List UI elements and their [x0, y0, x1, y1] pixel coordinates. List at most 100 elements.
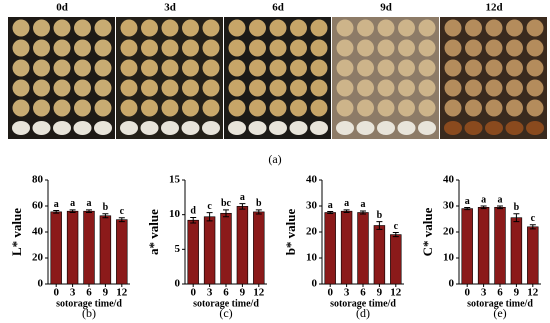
x-axis-title: sotorage time/d — [193, 298, 259, 309]
fruit — [181, 121, 200, 135]
fruit — [444, 39, 462, 57]
bar — [477, 207, 490, 285]
error-bar — [190, 216, 197, 224]
fruit — [33, 99, 50, 117]
error-bar — [360, 210, 366, 215]
x-tick-label: 0 — [464, 287, 470, 299]
fruit — [290, 19, 307, 37]
error-bar — [255, 209, 262, 215]
fruit — [444, 99, 462, 117]
fruit — [485, 121, 503, 135]
fruit — [526, 99, 544, 117]
fruit — [357, 59, 374, 77]
fruit — [12, 121, 30, 135]
y-tick-label: 5 — [175, 243, 181, 255]
y-axis-title: L* value — [9, 208, 24, 256]
fruit — [94, 59, 112, 77]
fruit — [269, 39, 287, 57]
photo-caption: (a) — [268, 152, 281, 166]
y-tick-label: 20 — [306, 226, 318, 238]
fruit — [290, 79, 307, 97]
y-tick-label: 40 — [32, 226, 44, 238]
fruit — [141, 99, 158, 117]
fruit — [74, 39, 91, 57]
error-bar — [392, 232, 399, 238]
fruit — [161, 99, 179, 117]
error-bar — [480, 205, 487, 210]
fruit — [377, 99, 395, 117]
error-bar — [464, 207, 471, 211]
x-tick-label: 9 — [377, 287, 383, 299]
x-axis-title: sotorage time/d — [467, 298, 533, 309]
panel-caption: (e) — [493, 306, 506, 320]
fruit — [357, 19, 374, 37]
fruit — [398, 39, 415, 57]
photo-panel — [8, 17, 115, 139]
error-bar — [69, 209, 76, 213]
fruit — [53, 99, 71, 117]
y-tick-label: 10 — [306, 252, 318, 264]
fruit — [485, 79, 503, 97]
significance-letter: a — [481, 194, 486, 205]
fruit — [94, 19, 112, 37]
fruit — [53, 19, 71, 37]
bar — [50, 211, 62, 285]
photo-label: 6d — [272, 2, 284, 14]
panel-caption: (d) — [356, 306, 370, 320]
y-tick-label: 15 — [169, 174, 181, 186]
fruit — [161, 59, 179, 77]
x-tick-label: 0 — [53, 287, 59, 299]
y-axis-title: a* value — [146, 209, 161, 255]
significance-letter: c — [120, 206, 125, 217]
fruit — [94, 79, 112, 97]
fruit — [398, 59, 415, 77]
fruit — [336, 79, 354, 97]
fruit — [506, 59, 523, 77]
x-axis-title: sotorage time/d — [330, 298, 396, 309]
significance-letter: a — [240, 192, 245, 203]
significance-letter: a — [465, 196, 470, 207]
fruit — [228, 59, 246, 77]
bar — [324, 212, 336, 285]
fruit — [418, 59, 436, 77]
error-bar — [206, 212, 213, 222]
x-axis-title: sotorage time/d — [56, 298, 122, 309]
y-axis-title: b* value — [283, 208, 298, 255]
significance-letter: c — [207, 201, 212, 212]
bar — [116, 219, 128, 285]
fruit — [12, 79, 30, 97]
significance-letter: b — [514, 202, 520, 213]
fruit — [398, 19, 415, 37]
error-bar — [529, 224, 536, 230]
fruit — [526, 121, 544, 135]
fruit — [202, 19, 220, 37]
fruit — [356, 121, 375, 135]
significance-letter: a — [361, 199, 366, 210]
bar — [83, 210, 95, 285]
fruit — [310, 121, 328, 135]
fruit — [94, 39, 112, 57]
fruit — [228, 99, 246, 117]
fruit — [120, 121, 138, 135]
bar — [357, 212, 369, 285]
bar — [340, 210, 353, 285]
panel-caption: (c) — [219, 306, 232, 320]
significance-letter: b — [103, 202, 109, 213]
fruit — [310, 39, 328, 57]
photo-panel — [440, 17, 547, 139]
fruit — [33, 59, 50, 77]
fruit — [336, 59, 354, 77]
fruit — [398, 79, 415, 97]
x-tick-label: 9 — [103, 287, 109, 299]
fruit — [465, 99, 482, 117]
fruit — [249, 99, 266, 117]
photo-panel — [332, 17, 439, 139]
fruit — [269, 19, 287, 37]
fruit — [377, 19, 395, 37]
significance-letter: bc — [221, 198, 232, 209]
y-tick-label: 40 — [443, 174, 455, 186]
fruit — [444, 121, 462, 135]
fruit — [418, 19, 436, 37]
fruit — [377, 59, 395, 77]
